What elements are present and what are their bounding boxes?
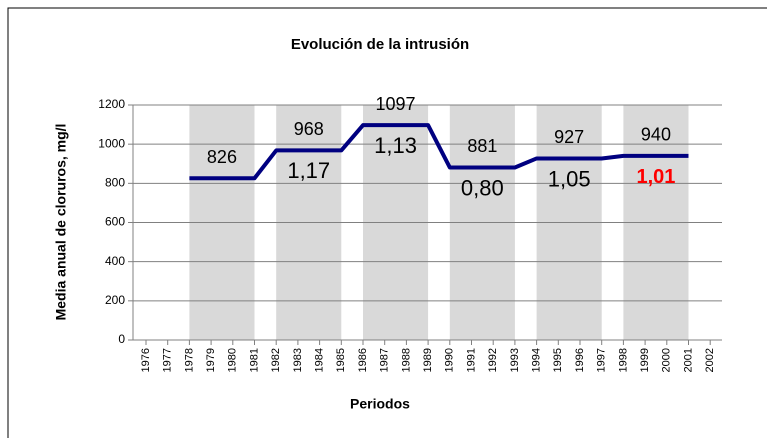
ratio-label: 0,80 (461, 175, 504, 200)
x-tick-label: 1989 (422, 348, 434, 372)
x-tick-label: 1997 (596, 348, 608, 372)
x-tick-label: 1981 (248, 348, 260, 372)
x-tick-label: 1983 (292, 348, 304, 372)
ratio-label: 1,17 (287, 158, 330, 183)
ratio-label: 1,01 (636, 166, 675, 188)
y-tick-label: 200 (105, 293, 125, 307)
x-tick-label: 1982 (270, 348, 282, 372)
period-label: 940 (641, 125, 671, 145)
x-tick-label: 2001 (682, 348, 694, 372)
period-label: 1097 (376, 94, 416, 114)
x-tick-label: 1994 (531, 348, 543, 372)
x-tick-label: 1987 (379, 348, 391, 372)
period-label: 826 (207, 147, 237, 167)
data-line (189, 123, 689, 181)
x-tick-label: 1995 (552, 348, 564, 372)
x-tick-label: 1990 (444, 348, 456, 372)
x-tick-label: 1992 (487, 348, 499, 372)
x-tick-label: 1985 (335, 348, 347, 372)
x-tick-label: 1986 (357, 348, 369, 372)
x-tick-label: 1988 (400, 348, 412, 372)
x-tick-label: 1996 (574, 348, 586, 372)
x-tick-label: 1979 (205, 348, 217, 372)
y-tick-label: 0 (118, 332, 125, 346)
x-tick-label: 1978 (183, 348, 195, 372)
ratio-label: 1,05 (548, 166, 591, 191)
x-tick-label: 1991 (465, 348, 477, 372)
period-label: 968 (294, 119, 324, 139)
y-tick-label: 1000 (98, 136, 125, 150)
y-tick-label: 1200 (98, 97, 125, 111)
x-tick-label: 1984 (314, 348, 326, 372)
period-label: 927 (554, 127, 584, 147)
x-tick-label: 1998 (617, 348, 629, 372)
x-tick-label: 1980 (227, 348, 239, 372)
x-tick-label: 2002 (704, 348, 716, 372)
ratio-label: 1,13 (374, 133, 417, 158)
x-axis-label: Periodos (350, 396, 410, 412)
y-tick-label: 600 (105, 215, 125, 229)
period-label: 881 (467, 136, 497, 156)
x-tick-label: 1999 (639, 348, 651, 372)
x-tick-label: 1977 (162, 348, 174, 372)
y-tick-label: 800 (105, 176, 125, 190)
y-tick-label: 400 (105, 254, 125, 268)
x-tick-label: 1976 (140, 348, 152, 372)
y-axis-label: Media anual de cloruros, mg/l (53, 124, 69, 321)
x-tick-label: 2000 (661, 348, 673, 372)
x-tick-label: 1993 (509, 348, 521, 372)
chart-title: Evolución de la intrusión (291, 36, 469, 53)
